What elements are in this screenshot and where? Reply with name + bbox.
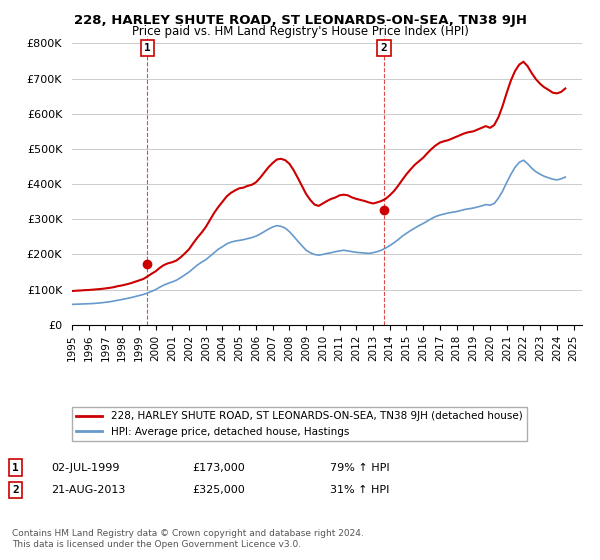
Text: 2: 2	[380, 43, 387, 53]
Text: 02-JUL-1999: 02-JUL-1999	[51, 463, 119, 473]
Text: Price paid vs. HM Land Registry's House Price Index (HPI): Price paid vs. HM Land Registry's House …	[131, 25, 469, 38]
Text: 2: 2	[12, 485, 19, 495]
Text: 228, HARLEY SHUTE ROAD, ST LEONARDS-ON-SEA, TN38 9JH: 228, HARLEY SHUTE ROAD, ST LEONARDS-ON-S…	[74, 14, 527, 27]
Text: 21-AUG-2013: 21-AUG-2013	[51, 485, 125, 495]
Text: £173,000: £173,000	[192, 463, 245, 473]
Legend: 228, HARLEY SHUTE ROAD, ST LEONARDS-ON-SEA, TN38 9JH (detached house), HPI: Aver: 228, HARLEY SHUTE ROAD, ST LEONARDS-ON-S…	[72, 407, 527, 441]
Text: 31% ↑ HPI: 31% ↑ HPI	[330, 485, 389, 495]
Text: Contains HM Land Registry data © Crown copyright and database right 2024.
This d: Contains HM Land Registry data © Crown c…	[12, 529, 364, 549]
Text: 1: 1	[144, 43, 151, 53]
Text: £325,000: £325,000	[192, 485, 245, 495]
Text: 1: 1	[12, 463, 19, 473]
Text: 79% ↑ HPI: 79% ↑ HPI	[330, 463, 389, 473]
